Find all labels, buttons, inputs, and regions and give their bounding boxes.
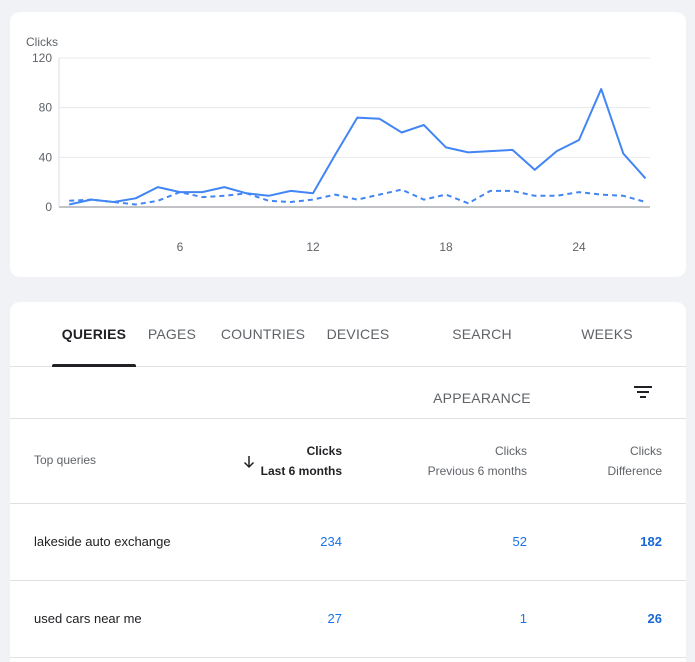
- clicks-last-6-months-header[interactable]: Clicks Last 6 months: [261, 441, 342, 481]
- x-tick-label: 12: [306, 240, 320, 254]
- series-line-current: [68, 88, 647, 206]
- clicks-previous-value: 1: [519, 611, 527, 626]
- x-tick-label: 24: [572, 240, 586, 254]
- tab-countries[interactable]: COUNTRIES: [216, 302, 310, 366]
- clicks-difference-value: 26: [647, 611, 662, 626]
- clicks-last-value: 27: [327, 611, 342, 626]
- header-line1: Clicks: [495, 444, 527, 458]
- x-tick-label: 6: [177, 240, 184, 254]
- header-line2: Last 6 months: [260, 464, 342, 478]
- y-tick-label: 0: [45, 200, 52, 214]
- table-header: Top queries Clicks Last 6 months Clicks …: [10, 419, 686, 504]
- filter-icon: [634, 386, 652, 398]
- y-tick-label: 120: [32, 51, 52, 65]
- y-axis-label: Clicks: [26, 35, 58, 49]
- series-line-previous: [69, 188, 646, 206]
- y-tick-label: 40: [39, 150, 53, 164]
- clicks-last-value: 234: [320, 534, 342, 549]
- tab-devices-label: DEVICES: [326, 326, 390, 342]
- y-tick-label: 80: [39, 101, 53, 115]
- header-line2: Previous 6 months: [427, 464, 527, 478]
- x-tick-label: 18: [439, 240, 453, 254]
- header-line2: Difference: [607, 464, 662, 478]
- report-table-card: QUERIES PAGES COUNTRIES DEVICES SEARCH A…: [10, 302, 686, 662]
- header-line1: Clicks: [306, 444, 342, 458]
- clicks-previous-value: 52: [512, 534, 527, 549]
- clicks-difference-value: 182: [640, 534, 662, 549]
- tab-devices[interactable]: DEVICES: [320, 302, 396, 366]
- tab-search-appearance-label: SEARCH APPEARANCE: [433, 326, 531, 406]
- table-row[interactable]: lakeside auto exchange 234 52 182: [10, 504, 686, 581]
- table-toolbar: [10, 367, 686, 419]
- header-line1: Clicks: [630, 444, 662, 458]
- active-tab-indicator: [52, 364, 136, 367]
- query-text: lakeside auto exchange: [34, 534, 171, 549]
- tab-weeks-label: WEEKS: [581, 326, 633, 342]
- tab-weeks[interactable]: WEEKS: [576, 302, 638, 366]
- table-row[interactable]: used cars near me 27 1 26: [10, 581, 686, 658]
- tab-queries[interactable]: QUERIES: [52, 302, 136, 367]
- tab-search-appearance[interactable]: SEARCH APPEARANCE: [406, 302, 558, 406]
- sort-down-arrow-icon[interactable]: [242, 455, 256, 469]
- tab-countries-label: COUNTRIES: [220, 326, 306, 342]
- dimension-tabs: QUERIES PAGES COUNTRIES DEVICES SEARCH A…: [10, 302, 686, 406]
- performance-chart-card: Clicks 120 80 40 0 6 12 18 24: [10, 12, 686, 277]
- clicks-line-chart: 120 80 40 0 6 12 18 24: [32, 51, 650, 254]
- tab-queries-label: QUERIES: [61, 326, 127, 342]
- clicks-previous-6-months-header[interactable]: Clicks Previous 6 months: [428, 441, 527, 481]
- top-queries-header: Top queries: [34, 453, 97, 467]
- clicks-difference-header[interactable]: Clicks Difference: [608, 441, 662, 481]
- filter-button[interactable]: [628, 377, 658, 407]
- query-text: used cars near me: [34, 611, 142, 626]
- tab-pages-label: PAGES: [147, 326, 197, 342]
- tab-pages[interactable]: PAGES: [142, 302, 202, 366]
